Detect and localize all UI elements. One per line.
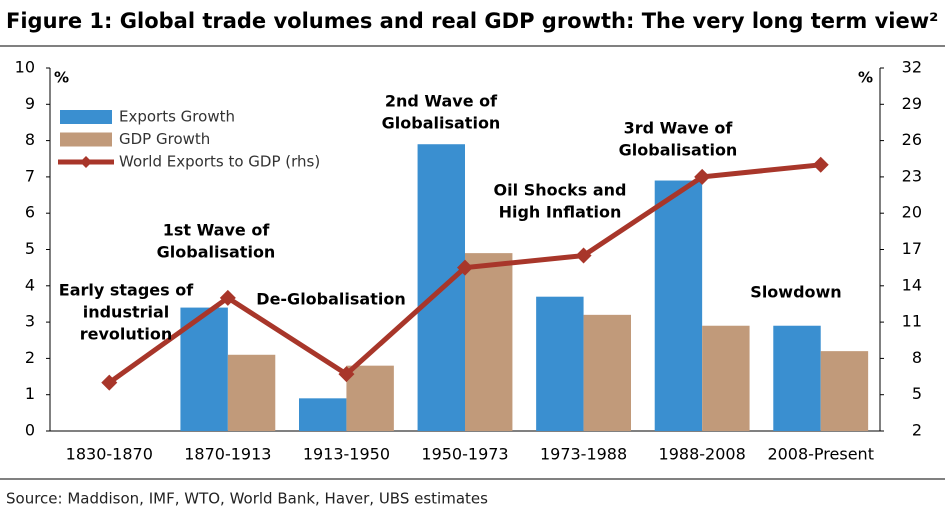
annotation: Slowdown (750, 283, 841, 302)
x-tick-label: 1913-1950 (303, 445, 390, 464)
annotation: revolution (80, 325, 173, 344)
annotation: Early stages of (59, 281, 194, 300)
bar (702, 325, 750, 431)
x-tick-label: 1988-2008 (659, 445, 746, 464)
marker (219, 289, 236, 306)
legend-swatch (60, 132, 112, 147)
legend-swatch (60, 110, 112, 124)
y-tick-label: 8 (25, 130, 35, 149)
chart-title: Figure 1: Global trade volumes and real … (6, 9, 938, 33)
bar (820, 351, 869, 431)
x-tick-label: 1830-1870 (66, 445, 153, 464)
y2-tick-label: 5 (912, 384, 922, 403)
y2-tick-label: 26 (902, 130, 922, 149)
y-tick-label: 4 (25, 275, 35, 294)
y-axis-label: % (54, 69, 69, 87)
y2-tick-label: 2 (912, 421, 922, 440)
annotation: Globalisation (619, 141, 738, 160)
y2-tick-label: 11 (902, 312, 922, 331)
x-tick-label: 2008-Present (767, 445, 874, 464)
annotation: 2nd Wave of (385, 92, 498, 111)
y-tick-label: 6 (25, 203, 35, 222)
y2-tick-label: 20 (902, 203, 922, 222)
source: Source: Maddison, IMF, WTO, World Bank, … (6, 490, 488, 508)
annotation: Globalisation (157, 243, 276, 262)
y2-tick-label: 29 (902, 94, 922, 113)
marker (338, 366, 355, 383)
marker (457, 259, 473, 276)
marker (101, 374, 118, 391)
y-tick-label: 9 (25, 94, 35, 113)
y-tick-label: 7 (25, 166, 35, 185)
y-tick-label: 2 (25, 348, 35, 367)
bar (346, 365, 394, 431)
annotation: 3rd Wave of (624, 119, 734, 138)
legend-label: Exports Growth (119, 108, 235, 126)
x-tick-label: 1870-1913 (184, 445, 271, 464)
bar (583, 314, 631, 431)
x-tick-label: 1973-1988 (540, 445, 627, 464)
y2-tick-label: 32 (902, 58, 922, 77)
marker (812, 156, 829, 173)
y2-tick-label: 8 (912, 348, 922, 367)
y2-axis-label: % (858, 69, 873, 87)
bar (227, 354, 276, 431)
bar (465, 253, 513, 431)
annotation: De-Globalisation (256, 290, 405, 309)
bar (536, 296, 584, 431)
annotation: industrial (83, 303, 170, 322)
y-tick-label: 0 (25, 421, 35, 440)
y2-tick-label: 17 (902, 239, 922, 258)
bar (654, 180, 703, 431)
annotation: 1st Wave of (163, 221, 271, 240)
y-tick-label: 1 (25, 384, 35, 403)
legend-swatch (80, 156, 92, 168)
bar (299, 398, 347, 431)
y-tick-label: 3 (25, 312, 35, 331)
annotation: Oil Shocks and (494, 181, 627, 200)
bar (773, 325, 821, 431)
annotation: Globalisation (382, 114, 501, 133)
legend-label: World Exports to GDP (rhs) (119, 153, 320, 171)
y2-tick-label: 23 (902, 166, 922, 185)
y-tick-label: 5 (25, 239, 35, 258)
annotation: High Inflation (499, 203, 622, 222)
legend-label: GDP Growth (119, 130, 210, 148)
marker (575, 247, 592, 264)
marker (694, 168, 711, 185)
y-tick-label: 10 (15, 58, 35, 77)
x-tick-label: 1950-1973 (421, 445, 508, 464)
y2-tick-label: 14 (902, 275, 922, 294)
